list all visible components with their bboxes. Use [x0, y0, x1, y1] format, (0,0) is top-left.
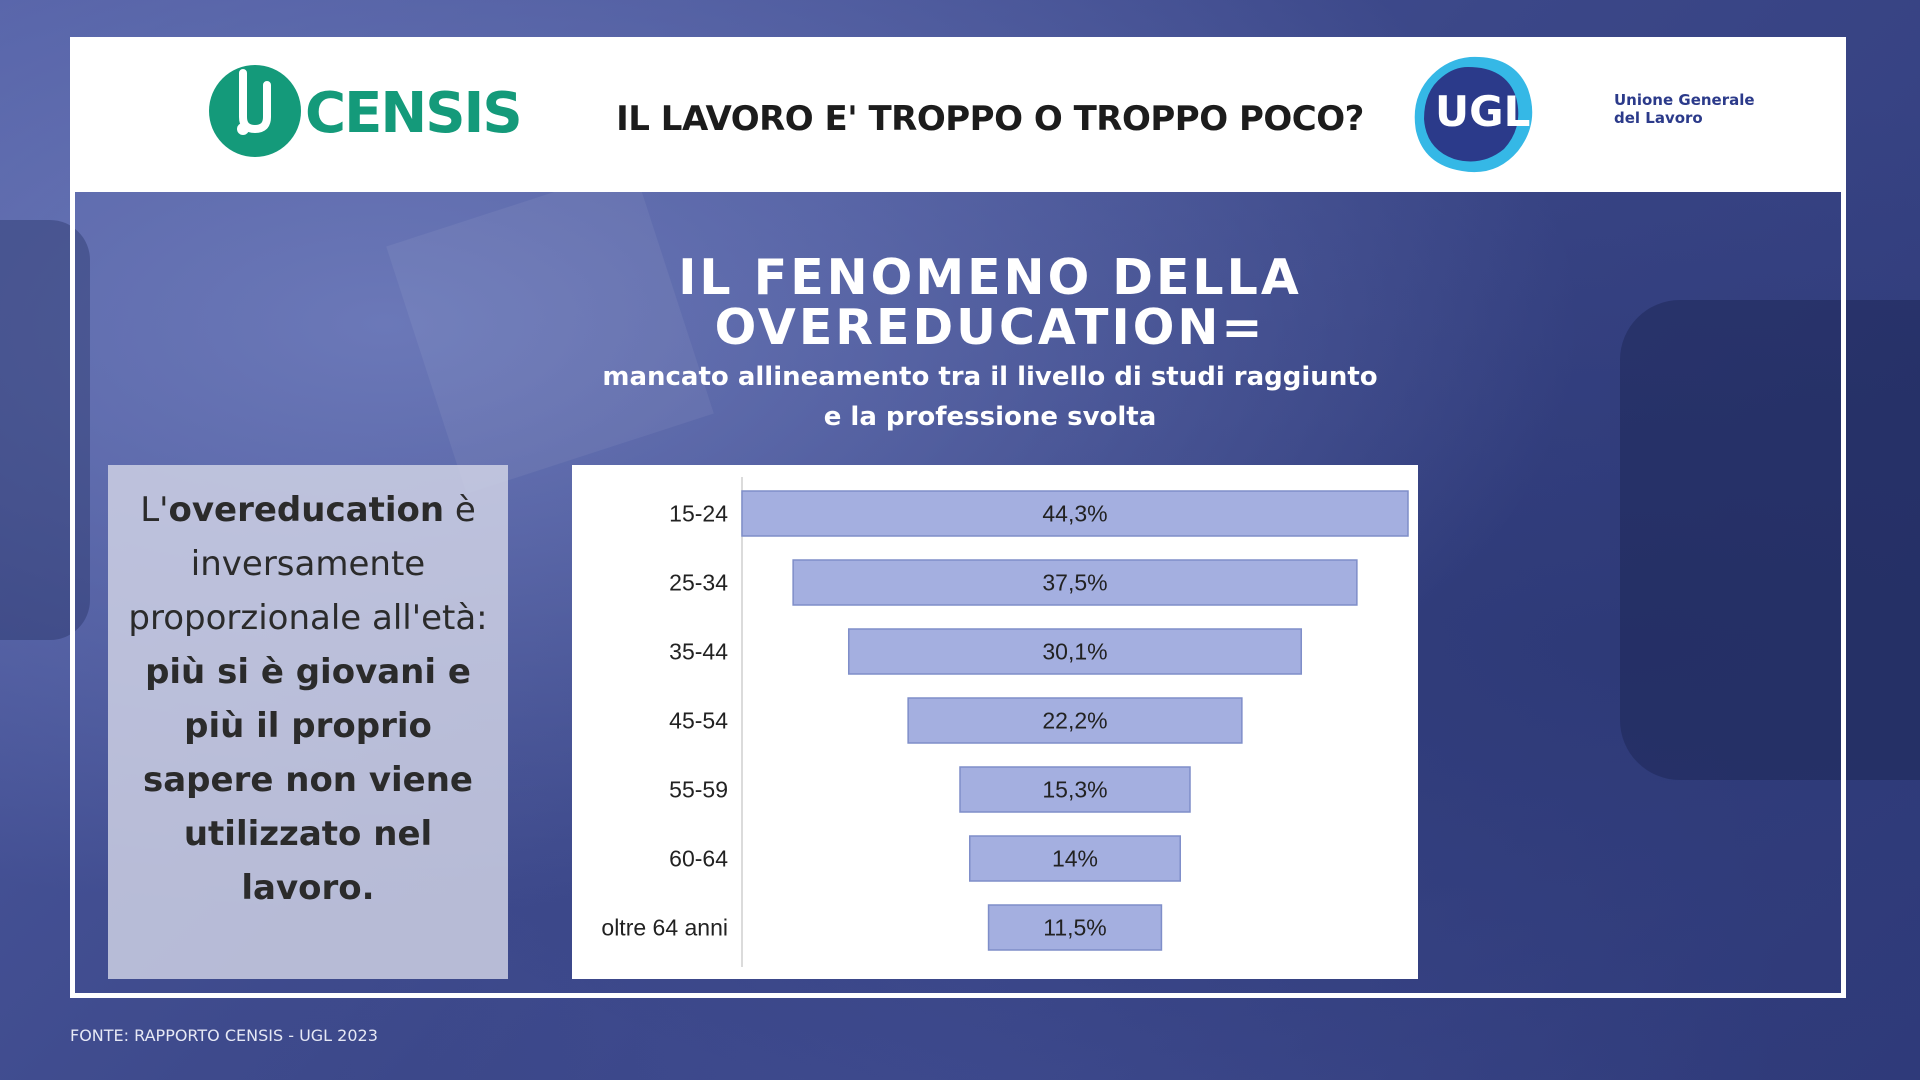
note-part2: overeducation — [168, 490, 445, 530]
source-note: FONTE: RAPPORTO CENSIS - UGL 2023 — [70, 1026, 378, 1045]
category-label-5: 60-64 — [669, 846, 728, 872]
data-label-3: 22,2% — [1042, 708, 1107, 734]
ugl-logo: UGL Unione Generale del Lavoro — [1410, 53, 1755, 178]
data-label-5: 14% — [1052, 846, 1098, 872]
bar-3 — [907, 697, 1243, 744]
category-label-2: 35-44 — [669, 639, 728, 665]
main-title-line2: OVEREDUCATION= — [714, 299, 1266, 356]
bar-0 — [741, 490, 1409, 537]
bar-1 — [792, 559, 1358, 606]
category-label-4: 55-59 — [669, 777, 728, 803]
data-label-6: 11,5% — [1043, 915, 1107, 941]
bar-5 — [969, 835, 1181, 882]
subtitle-line2: e la professione svolta — [823, 402, 1157, 432]
funnel-bar-chart: 44,3% 15-24 37,5% 25-34 30,1% 35-44 22,2% 45-54… — [601, 477, 1409, 967]
bar-6 — [987, 904, 1163, 951]
note-text: L'overeducation è inversamente proporzio… — [114, 483, 502, 915]
category-label-6: oltre 64 anni — [601, 915, 728, 941]
note-part3: è inversamente proporzionale all'età: — [128, 490, 488, 638]
ugl-name-line1: Unione Generale — [1614, 91, 1755, 109]
category-label-0: 15-24 — [669, 501, 728, 527]
category-label-1: 25-34 — [669, 570, 728, 596]
note-part4: più si è giovani e più il proprio sapere… — [143, 652, 473, 908]
header-title: IL LAVORO E' TROPPO O TROPPO POCO? — [616, 99, 1364, 139]
ugl-logo-text: UGL — [1435, 87, 1531, 136]
censis-logo-text: CENSIS — [305, 81, 523, 146]
main-title-line1: IL FENOMENO DELLA — [678, 249, 1302, 306]
subtitle: mancato allineamento tra il livello di s… — [560, 357, 1420, 437]
data-label-2: 30,1% — [1042, 639, 1107, 665]
censis-logo: CENSIS — [205, 59, 525, 169]
category-label-3: 45-54 — [669, 708, 728, 734]
ugl-badge-icon — [1414, 56, 1533, 173]
censis-mark-icon — [209, 65, 301, 157]
ugl-full-name: Unione Generale del Lavoro — [1614, 91, 1774, 127]
subtitle-line1: mancato allineamento tra il livello di s… — [602, 362, 1378, 392]
data-label-0: 44,3% — [1042, 501, 1107, 527]
chart-card: 44,3% 15-24 37,5% 25-34 30,1% 35-44 22,2% 45-54… — [572, 465, 1418, 979]
data-label-4: 15,3% — [1042, 777, 1107, 803]
bar-2 — [847, 628, 1303, 675]
ugl-name-line2: del Lavoro — [1614, 109, 1703, 127]
main-title: IL FENOMENO DELLA OVEREDUCATION= — [560, 253, 1420, 353]
bar-4 — [959, 766, 1191, 813]
data-label-1: 37,5% — [1042, 570, 1107, 596]
note-part1: L' — [140, 490, 169, 530]
note-box: L'overeducation è inversamente proporzio… — [108, 465, 508, 979]
header-bar: CENSIS IL LAVORO E' TROPPO O TROPPO POCO… — [70, 37, 1846, 192]
